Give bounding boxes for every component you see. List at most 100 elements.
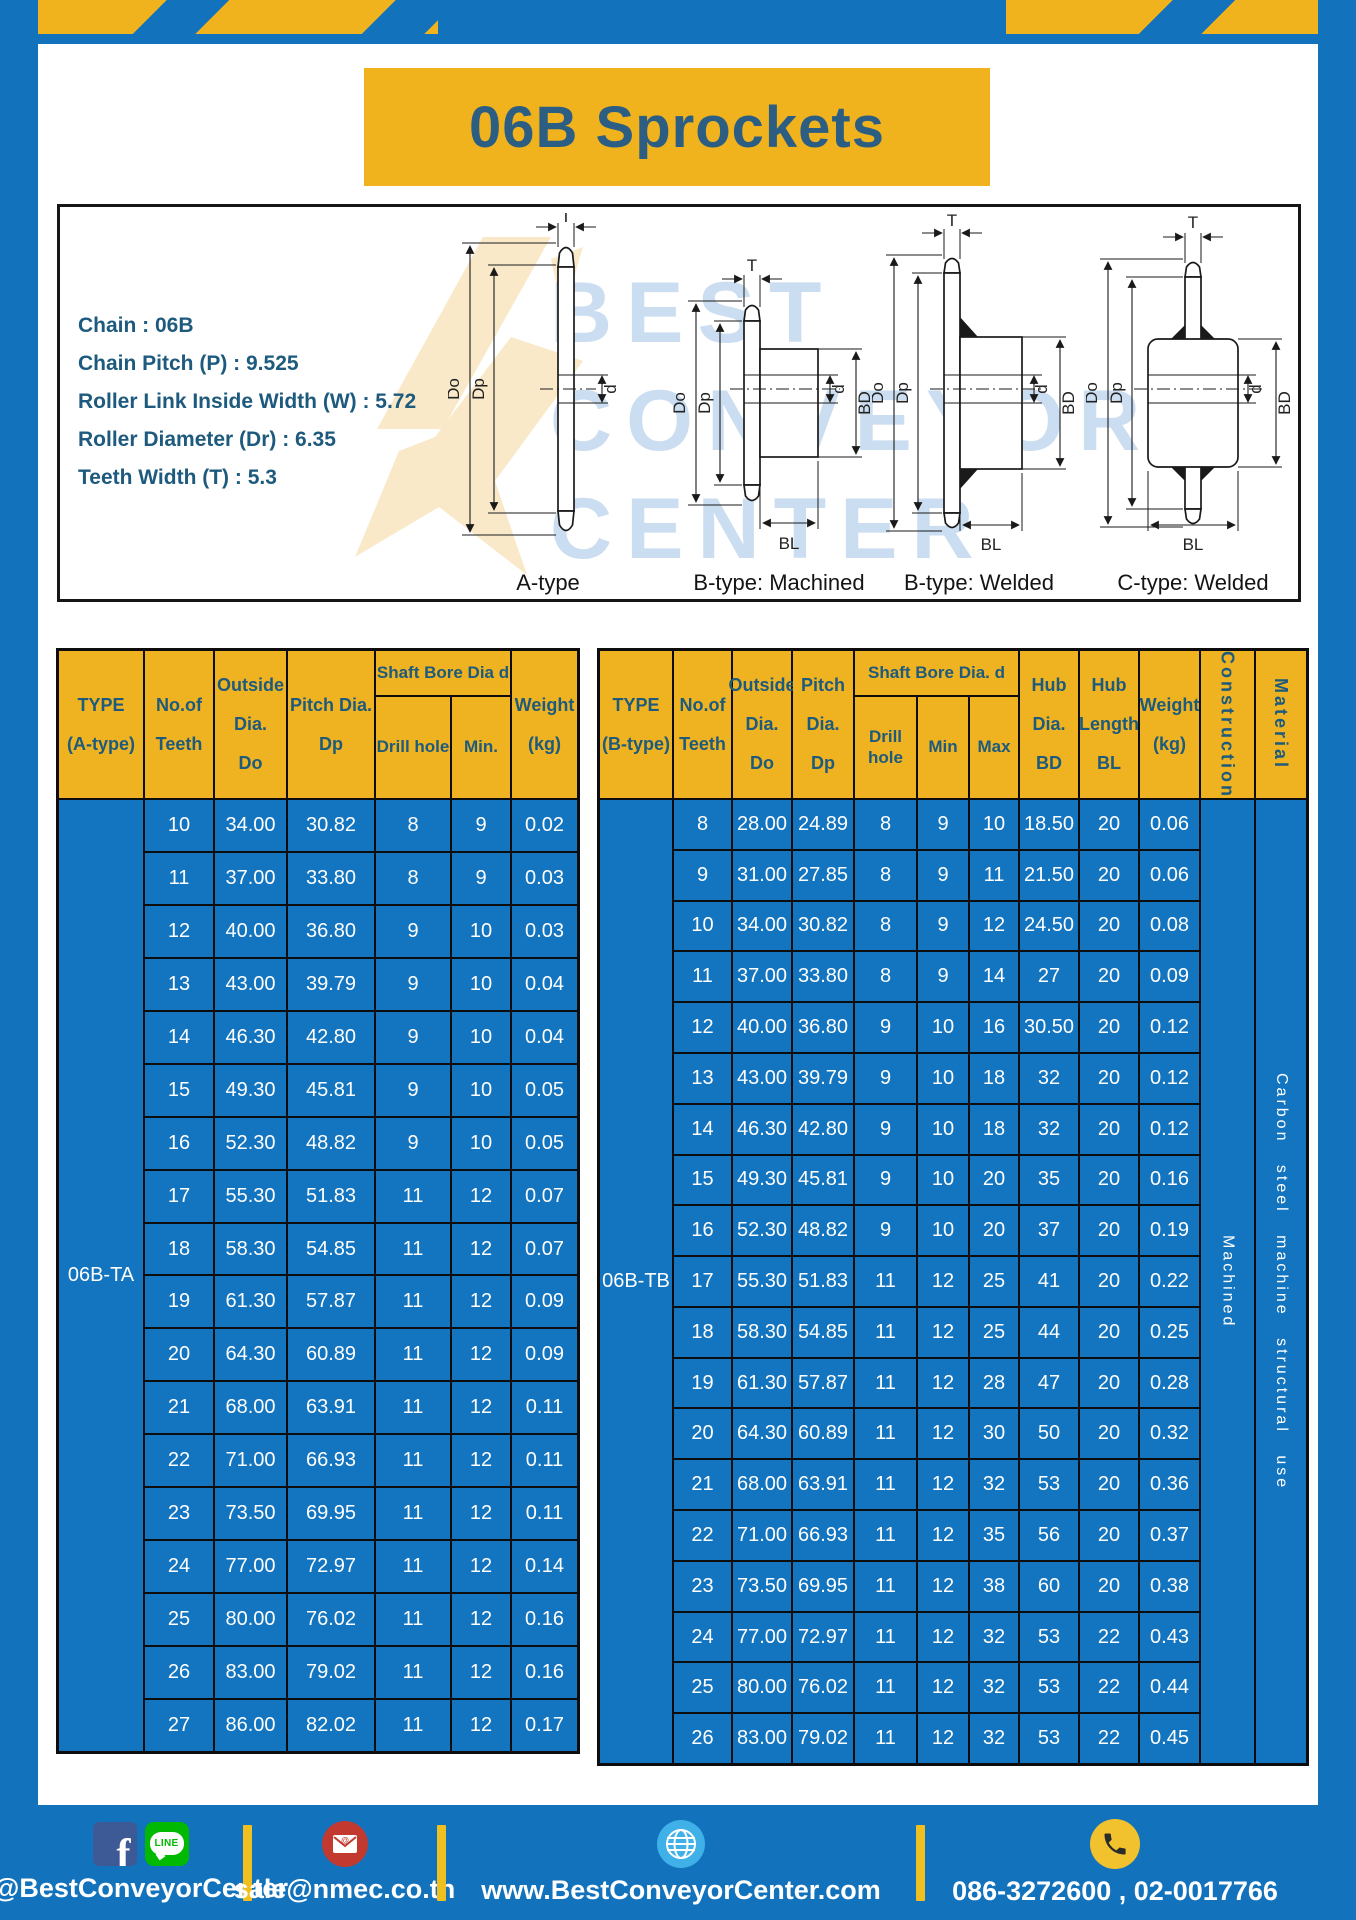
cell-weight: 0.25 bbox=[1140, 1307, 1199, 1357]
cell-drill-hole: 11 bbox=[855, 1409, 916, 1459]
cell-hub-length: 20 bbox=[1080, 901, 1138, 951]
cell-drill-hole: 11 bbox=[855, 1358, 916, 1408]
cell-outside-dia: 80.00 bbox=[215, 1594, 286, 1646]
cell-max: 18 bbox=[970, 1104, 1018, 1154]
cell-drill-hole: 9 bbox=[855, 1104, 916, 1154]
cell-min: 10 bbox=[918, 1104, 968, 1154]
cell-max: 20 bbox=[970, 1155, 1018, 1205]
cell-outside-dia: 58.30 bbox=[215, 1223, 286, 1275]
hazard-stripes-right bbox=[1006, 0, 1356, 34]
cell-pitch-dia: 82.02 bbox=[288, 1700, 374, 1751]
dim-label-bd: BD bbox=[1275, 391, 1294, 415]
cell-weight: 0.22 bbox=[1140, 1257, 1199, 1306]
phone-numbers: 086-3272600 , 02-0017766 bbox=[952, 1875, 1278, 1906]
cell-teeth: 15 bbox=[145, 1064, 213, 1116]
cell-weight: 0.12 bbox=[1140, 1003, 1199, 1052]
cell-min: 10 bbox=[918, 1206, 968, 1256]
cell-min: 12 bbox=[452, 1276, 510, 1328]
cell-min: 12 bbox=[452, 1382, 510, 1434]
cell-outside-dia: 55.30 bbox=[733, 1257, 791, 1306]
cell-min: 12 bbox=[452, 1170, 510, 1222]
cell-min: 9 bbox=[918, 800, 968, 849]
watermark-line: CENTER bbox=[550, 481, 988, 577]
cell-max: 28 bbox=[970, 1358, 1018, 1408]
cell-pitch-dia: 76.02 bbox=[288, 1594, 374, 1646]
cell-max: 32 bbox=[970, 1460, 1018, 1510]
cell-pitch-dia: 66.93 bbox=[793, 1511, 853, 1560]
cell-outside-dia: 83.00 bbox=[215, 1647, 286, 1699]
cell-min: 12 bbox=[452, 1329, 510, 1381]
cell-weight: 0.28 bbox=[1140, 1358, 1199, 1408]
cell-max: 10 bbox=[970, 800, 1018, 849]
cell-drill-hole: 11 bbox=[855, 1612, 916, 1662]
cell-hub-dia: 53 bbox=[1020, 1612, 1078, 1662]
cell-teeth: 22 bbox=[674, 1511, 731, 1560]
cell-max: 35 bbox=[970, 1511, 1018, 1560]
cell-drill-hole: 9 bbox=[376, 958, 450, 1010]
cell-hub-length: 20 bbox=[1080, 1358, 1138, 1408]
watermark-text: BEST CONVEYOR CENTER bbox=[550, 259, 1154, 583]
cell-pitch-dia: 48.82 bbox=[793, 1206, 853, 1256]
cell-hub-dia: 56 bbox=[1020, 1511, 1078, 1560]
cell-outside-dia: 34.00 bbox=[733, 901, 791, 951]
cell-pitch-dia: 79.02 bbox=[288, 1647, 374, 1699]
cell-outside-dia: 46.30 bbox=[215, 1011, 286, 1063]
col-header-min: Min bbox=[918, 697, 968, 798]
social-handle: @BestConveyorCenter bbox=[0, 1872, 288, 1903]
cell-weight: 0.03 bbox=[512, 852, 577, 904]
cell-max: 14 bbox=[970, 952, 1018, 1002]
cell-weight: 0.32 bbox=[1140, 1409, 1199, 1459]
cell-teeth: 24 bbox=[674, 1612, 731, 1662]
figure-caption: C-type: Welded bbox=[1117, 570, 1269, 595]
col-header-material: Material bbox=[1256, 651, 1306, 798]
cell-weight: 0.05 bbox=[512, 1117, 577, 1169]
dim-label-bl: BL bbox=[981, 535, 1002, 554]
cell-hub-length: 22 bbox=[1080, 1612, 1138, 1662]
cell-hub-length: 20 bbox=[1080, 1561, 1138, 1611]
cell-outside-dia: 73.50 bbox=[733, 1561, 791, 1611]
website-url: www.BestConveyorCenter.com bbox=[481, 1874, 881, 1905]
cell-teeth: 15 bbox=[674, 1155, 731, 1205]
cell-teeth: 19 bbox=[145, 1276, 213, 1328]
cell-hub-dia: 44 bbox=[1020, 1307, 1078, 1357]
cell-min: 12 bbox=[918, 1257, 968, 1306]
dim-label-bl: BL bbox=[779, 534, 800, 553]
cell-hub-length: 20 bbox=[1080, 1003, 1138, 1052]
cell-max: 32 bbox=[970, 1663, 1018, 1713]
cell-hub-length: 20 bbox=[1080, 1409, 1138, 1459]
col-header-teeth: No.of Teeth bbox=[145, 651, 213, 798]
cell-drill-hole: 11 bbox=[376, 1541, 450, 1593]
page-title: 06B Sprockets bbox=[469, 94, 885, 160]
cell-outside-dia: 31.00 bbox=[733, 850, 791, 900]
cell-min: 9 bbox=[452, 800, 510, 851]
cell-weight: 0.11 bbox=[512, 1435, 577, 1487]
cell-weight: 0.03 bbox=[512, 905, 577, 957]
cell-outside-dia: 52.30 bbox=[733, 1206, 791, 1256]
col-header-outside-dia: Outside Dia. Do bbox=[729, 651, 796, 798]
cell-weight: 0.06 bbox=[1140, 800, 1199, 849]
cell-teeth: 20 bbox=[674, 1409, 731, 1459]
cell-weight: 0.44 bbox=[1140, 1663, 1199, 1713]
cell-min: 12 bbox=[918, 1409, 968, 1459]
table-a-type: TYPE (A-type) No.of Teeth Outside Dia. D… bbox=[56, 648, 580, 1754]
figure-c-type-welded: Do Dp T bbox=[1082, 213, 1300, 596]
cell-min: 9 bbox=[918, 901, 968, 951]
cell-pitch-dia: 72.97 bbox=[793, 1612, 853, 1662]
dim-label-do: Do bbox=[448, 378, 463, 400]
cell-hub-dia: 32 bbox=[1020, 1053, 1078, 1103]
cell-min: 10 bbox=[918, 1003, 968, 1052]
construction-value: Machined bbox=[1201, 800, 1254, 1763]
cell-drill-hole: 8 bbox=[376, 800, 450, 851]
cell-pitch-dia: 39.79 bbox=[288, 958, 374, 1010]
cell-min: 12 bbox=[918, 1307, 968, 1357]
cell-hub-length: 20 bbox=[1080, 1257, 1138, 1306]
frame-left-border bbox=[0, 0, 38, 1920]
cell-weight: 0.16 bbox=[512, 1647, 577, 1699]
cell-outside-dia: 83.00 bbox=[733, 1714, 791, 1763]
dim-label-t: T bbox=[1188, 213, 1198, 232]
cell-hub-length: 22 bbox=[1080, 1714, 1138, 1763]
cell-weight: 0.09 bbox=[1140, 952, 1199, 1002]
cell-outside-dia: 52.30 bbox=[215, 1117, 286, 1169]
cell-weight: 0.45 bbox=[1140, 1714, 1199, 1763]
